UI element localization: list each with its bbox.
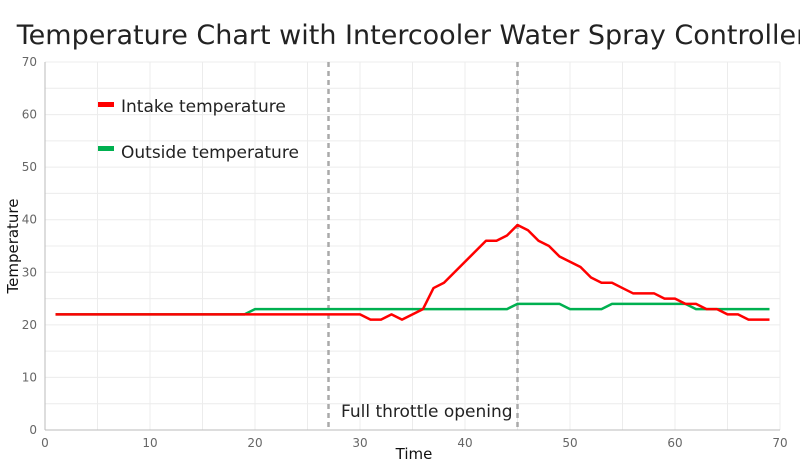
chart-title: Temperature Chart with Intercooler Water… bbox=[16, 20, 800, 51]
y-tick-label: 20 bbox=[22, 318, 37, 332]
y-tick-label: 50 bbox=[22, 160, 37, 174]
x-tick-label: 0 bbox=[41, 436, 49, 450]
y-tick-label: 60 bbox=[22, 108, 37, 122]
x-tick-label: 70 bbox=[772, 436, 787, 450]
annotation-full-throttle: Full throttle opening bbox=[341, 402, 513, 422]
y-tick-label: 30 bbox=[22, 265, 37, 279]
y-tick-label: 0 bbox=[29, 423, 37, 437]
x-tick-label: 30 bbox=[352, 436, 367, 450]
x-tick-label: 40 bbox=[457, 436, 472, 450]
y-tick-label: 70 bbox=[22, 55, 37, 69]
y-axis-label: Temperature bbox=[4, 198, 22, 294]
x-tick-label: 10 bbox=[142, 436, 157, 450]
legend-swatch-intake bbox=[98, 102, 114, 107]
legend-outside: Outside temperature bbox=[121, 143, 299, 163]
y-tick-label: 40 bbox=[22, 213, 37, 227]
series-line-intake-temperature bbox=[55, 223, 770, 321]
x-tick-label: 60 bbox=[667, 436, 682, 450]
legend-swatch-outside bbox=[98, 146, 114, 151]
legend-intake: Intake temperature bbox=[121, 97, 286, 117]
x-tick-label: 50 bbox=[562, 436, 577, 450]
x-axis-label: Time bbox=[395, 445, 433, 463]
y-tick-label: 10 bbox=[22, 370, 37, 384]
x-tick-label: 20 bbox=[247, 436, 262, 450]
